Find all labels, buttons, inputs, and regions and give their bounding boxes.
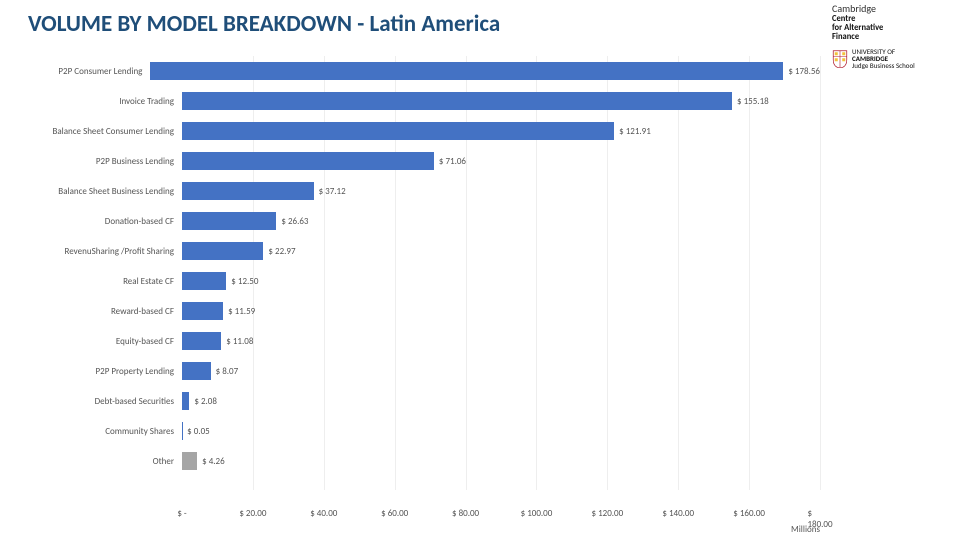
category-label: Invoice Trading	[0, 96, 182, 107]
bar	[150, 62, 783, 80]
bar-track: $ 155.18	[182, 86, 820, 116]
bar	[182, 332, 221, 350]
chart-row: Reward-based CF $ 11.59	[0, 296, 820, 326]
bar-track: $ 4.26	[182, 446, 820, 476]
x-tick-label: $ 60.00	[381, 508, 408, 519]
bar-track: $ 22.97	[182, 236, 820, 266]
bar-track: $ 8.07	[182, 356, 820, 386]
bar-track: $ 11.08	[182, 326, 820, 356]
bar-track: $ 71.06	[182, 146, 820, 176]
category-label: Balance Sheet Consumer Lending	[0, 126, 182, 137]
value-label: $ 12.50	[226, 276, 258, 287]
ccaf-line2: Centre for Alternative Finance	[832, 15, 942, 42]
x-tick-label: $ 160.00	[733, 508, 765, 519]
chart-row: RevenuSharing /Profit Sharing $ 22.97	[0, 236, 820, 266]
value-label: $ 121.91	[614, 126, 651, 137]
chart-row: Balance Sheet Business Lending $ 37.12	[0, 176, 820, 206]
x-axis-ticks: $ -$ 20.00$ 40.00$ 60.00$ 80.00$ 100.00$…	[182, 508, 820, 522]
bar-track: $ 26.63	[182, 206, 820, 236]
category-label: RevenuSharing /Profit Sharing	[0, 246, 182, 257]
chart-row: Invoice Trading $ 155.18	[0, 86, 820, 116]
chart-title: VOLUME BY MODEL BREAKDOWN - Latin Americ…	[28, 10, 500, 38]
chart-row: P2P Consumer Lending $ 178.56	[0, 56, 820, 86]
x-tick-label: $ 20.00	[239, 508, 266, 519]
value-label: $ 26.63	[276, 216, 308, 227]
bar-track: $ 121.91	[182, 116, 820, 146]
chart-row: Donation-based CF $ 26.63	[0, 206, 820, 236]
value-label: $ 22.97	[263, 246, 295, 257]
chart-row: Real Estate CF $ 12.50	[0, 266, 820, 296]
bar	[182, 212, 276, 230]
bar	[182, 452, 197, 470]
bar	[182, 122, 614, 140]
x-tick-label: $ 40.00	[310, 508, 337, 519]
category-label: Community Shares	[0, 426, 182, 437]
bar	[182, 152, 434, 170]
value-label: $ 4.26	[197, 456, 225, 467]
bar	[182, 272, 226, 290]
bar	[182, 242, 263, 260]
bar-track: $ 11.59	[182, 296, 820, 326]
x-tick-label: $ 100.00	[521, 508, 553, 519]
value-label: $ 8.07	[211, 366, 239, 377]
bar	[182, 302, 223, 320]
category-label: Debt-based Securities	[0, 396, 182, 407]
chart-row: Equity-based CF $ 11.08	[0, 326, 820, 356]
category-label: Donation-based CF	[0, 216, 182, 227]
bar-track: $ 37.12	[182, 176, 820, 206]
bar-track: $ 178.56	[150, 56, 820, 86]
bar-track: $ 12.50	[182, 266, 820, 296]
value-label: $ 2.08	[189, 396, 217, 407]
value-label: $ 37.12	[314, 186, 346, 197]
value-label: $ 11.08	[221, 336, 253, 347]
ccaf-logo: Cambridge Centre for Alternative Finance	[832, 2, 942, 42]
chart-row: P2P Business Lending $ 71.06	[0, 146, 820, 176]
bar	[182, 182, 314, 200]
value-label: $ 71.06	[434, 156, 466, 167]
chart-row: Balance Sheet Consumer Lending $ 121.91	[0, 116, 820, 146]
x-tick-label: $ 140.00	[662, 508, 694, 519]
category-label: P2P Consumer Lending	[0, 66, 150, 77]
bar-track: $ 2.08	[182, 386, 820, 416]
category-label: P2P Property Lending	[0, 366, 182, 377]
x-tick-label: $ 80.00	[452, 508, 479, 519]
logo-block: Cambridge Centre for Alternative Finance…	[832, 2, 942, 70]
chart-area: P2P Consumer Lending $ 178.56 Invoice Trad…	[0, 56, 820, 526]
bar	[182, 362, 211, 380]
x-tick-label: $ 120.00	[591, 508, 623, 519]
value-label: $ 11.59	[223, 306, 255, 317]
value-label: $ 155.18	[732, 96, 769, 107]
cambridge-logo: UNIVERSITY OF CAMBRIDGE Judge Business S…	[832, 48, 942, 70]
value-label: $ 0.05	[182, 426, 210, 437]
shield-icon	[832, 50, 848, 68]
bar-track: $ 0.05	[182, 416, 820, 446]
bar	[182, 92, 732, 110]
x-tick-label: $ -	[177, 508, 186, 519]
value-label: $ 178.56	[783, 66, 820, 77]
chart-row: Other $ 4.26	[0, 446, 820, 476]
category-label: Equity-based CF	[0, 336, 182, 347]
category-label: Balance Sheet Business Lending	[0, 186, 182, 197]
category-label: Reward-based CF	[0, 306, 182, 317]
x-axis-title: Millions	[791, 524, 820, 535]
chart-row: P2P Property Lending $ 8.07	[0, 356, 820, 386]
plot-area: P2P Consumer Lending $ 178.56 Invoice Trad…	[0, 56, 820, 490]
gridline	[820, 56, 821, 490]
category-label: Real Estate CF	[0, 276, 182, 287]
category-label: P2P Business Lending	[0, 156, 182, 167]
uni-line3: Judge Business School	[852, 62, 915, 69]
bar	[182, 392, 189, 410]
category-label: Other	[0, 456, 182, 467]
chart-row: Debt-based Securities $ 2.08	[0, 386, 820, 416]
chart-row: Community Shares$ 0.05	[0, 416, 820, 446]
